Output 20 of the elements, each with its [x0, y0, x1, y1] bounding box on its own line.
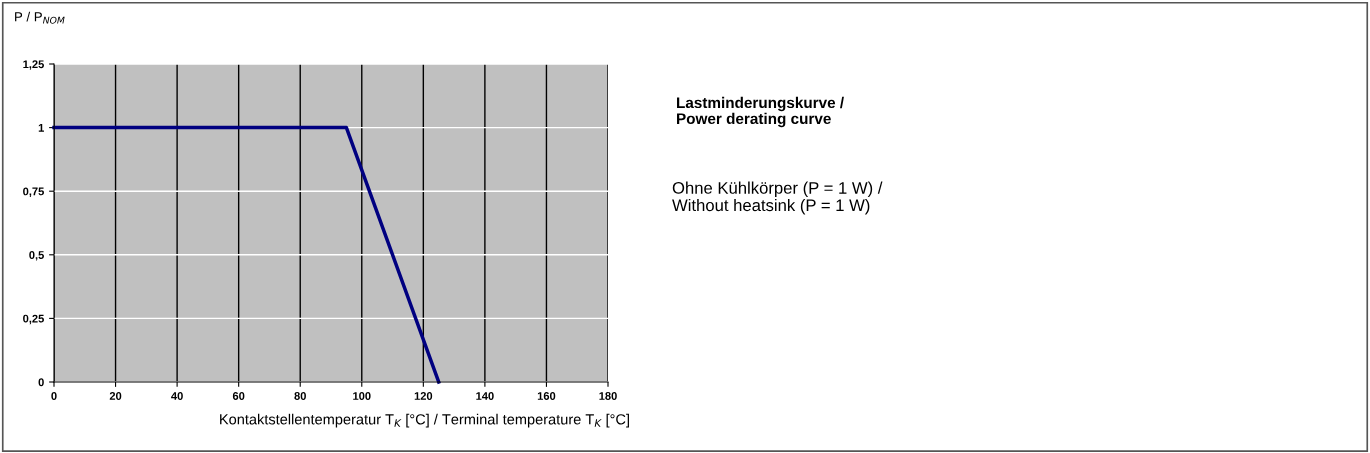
x-tick-label: 160: [537, 392, 556, 400]
x-tick-label: 140: [476, 392, 494, 400]
x-tick-label: 120: [414, 392, 433, 400]
x-axis-title: Kontaktstellentemperatur T$_{K}$ [°C] / Terminal temperature T$_{K}$ [°C]: [220, 413, 629, 428]
x-tick-label: 100: [353, 392, 371, 400]
y-tick-label: 0,75: [23, 187, 44, 197]
y-tick-label: 0,5: [29, 251, 44, 261]
x-tick-label: 40: [171, 392, 183, 400]
y-tick-label: 1: [38, 123, 44, 132]
x-tick-label: 20: [109, 392, 122, 400]
y-tick-label: 1,25: [23, 60, 44, 70]
x-tick-label: 180: [599, 392, 617, 400]
y-axis-title: P / P$_{NOM}$: [15, 11, 65, 24]
text: Ohne Kühlkörper (P = 1 W) / Without heatsink (P = 1 W): [672, 181, 883, 215]
x-tick-label: 80: [294, 392, 306, 400]
y-tick-label: 0: [38, 378, 44, 387]
x-tick-label: 60: [232, 392, 245, 400]
x-tick-label: 0: [51, 392, 57, 400]
text: Lastminderungskurve / Power derating curve: [677, 96, 844, 128]
y-tick-label: 0,25: [23, 314, 44, 325]
